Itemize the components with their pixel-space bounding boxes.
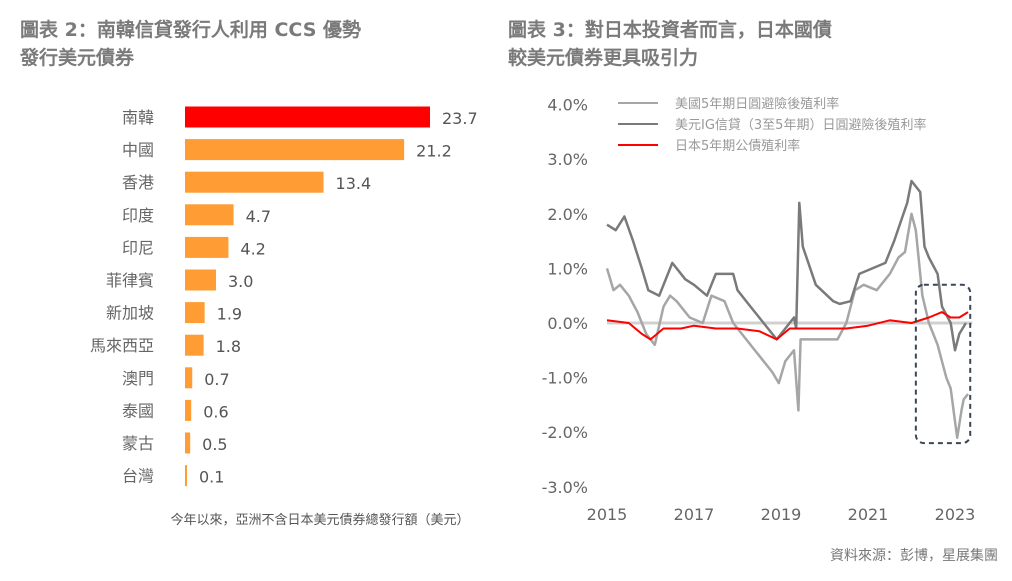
bar-category-label: 南韓: [122, 108, 154, 127]
bar-category-label: 印度: [122, 206, 154, 225]
y-tick-label: 0.0%: [547, 314, 588, 333]
left-title-line-1: 圖表 2：南韓信貸發行人利用 CCS 優勢: [20, 19, 361, 41]
bar-value-label: 1.8: [216, 337, 241, 356]
bar-category-label: 印尼: [122, 238, 154, 257]
bar-x-axis-label: 今年以來，亞洲不含日本美元債券總發行額（美元）: [170, 512, 469, 528]
y-tick-label: -2.0%: [542, 423, 588, 442]
x-tick-label: 2015: [587, 505, 628, 524]
bar-category-label: 新加坡: [106, 304, 154, 323]
bar-category-label: 蒙古: [122, 434, 154, 453]
right-title-line-1: 圖表 3：對日本投資者而言，日本國債: [508, 19, 832, 41]
bar-value-label: 4.2: [240, 239, 265, 258]
left-title-line-2: 發行美元債券: [20, 47, 135, 69]
x-tick-label: 2021: [848, 505, 889, 524]
x-tick-label: 2023: [935, 505, 976, 524]
bar-category-label: 菲律賓: [106, 271, 154, 290]
series-line: [606, 311, 969, 341]
bar-category-label: 香港: [122, 173, 154, 192]
bar: [185, 367, 193, 389]
bar-value-label: 13.4: [336, 174, 372, 193]
bar-category-label: 泰國: [122, 401, 154, 420]
legend-label: 美國5年期日圓避險後殖利率: [675, 96, 839, 112]
highlight-box: [914, 283, 972, 445]
bar: [185, 171, 324, 193]
bar-value-label: 21.2: [416, 142, 452, 161]
bar-category-label: 馬來西亞: [90, 336, 154, 355]
series-line: [606, 179, 967, 352]
bar-category-label: 澳門: [122, 369, 154, 388]
left-chart-title: 圖表 2：南韓信貸發行人利用 CCS 優勢 發行美元債券: [20, 16, 361, 72]
legend-label: 美元IG信貸（3至5年期）日圓避險後殖利率: [675, 117, 926, 133]
right-chart-title: 圖表 3：對日本投資者而言，日本國債 較美元債券更具吸引力: [508, 16, 832, 72]
legend-label: 日本5年期公債殖利率: [675, 138, 800, 154]
bar: [185, 465, 187, 487]
y-tick-label: -3.0%: [542, 478, 588, 497]
bar-value-label: 23.7: [442, 109, 478, 128]
bar: [185, 139, 405, 161]
bar: [185, 236, 229, 258]
bar-value-label: 1.9: [217, 305, 242, 324]
bar: [185, 399, 192, 421]
bar: [185, 432, 191, 454]
bar: [185, 106, 430, 128]
bar-value-label: 3.0: [228, 272, 253, 291]
x-tick-label: 2017: [674, 505, 715, 524]
y-tick-label: 3.0%: [547, 150, 588, 169]
bar: [185, 204, 234, 226]
y-tick-label: 1.0%: [547, 259, 588, 278]
bar: [185, 302, 205, 324]
source-note: 資料來源：彭博，星展集團: [830, 548, 998, 564]
y-tick-label: -1.0%: [542, 369, 588, 388]
bar: [185, 334, 204, 356]
bar-value-label: 0.1: [199, 468, 224, 487]
bar-value-label: 4.7: [246, 207, 271, 226]
bar: [185, 269, 217, 291]
bar-category-label: 台灣: [122, 467, 154, 486]
bar-value-label: 0.6: [203, 402, 228, 421]
x-tick-label: 2019: [761, 505, 802, 524]
right-title-line-2: 較美元債券更具吸引力: [508, 47, 699, 69]
series-line: [605, 212, 969, 439]
y-tick-label: 2.0%: [547, 205, 588, 224]
bar-value-label: 0.5: [202, 435, 227, 454]
bar-value-label: 0.7: [204, 370, 229, 389]
bar-category-label: 中國: [122, 141, 154, 160]
y-tick-label: 4.0%: [547, 96, 588, 115]
